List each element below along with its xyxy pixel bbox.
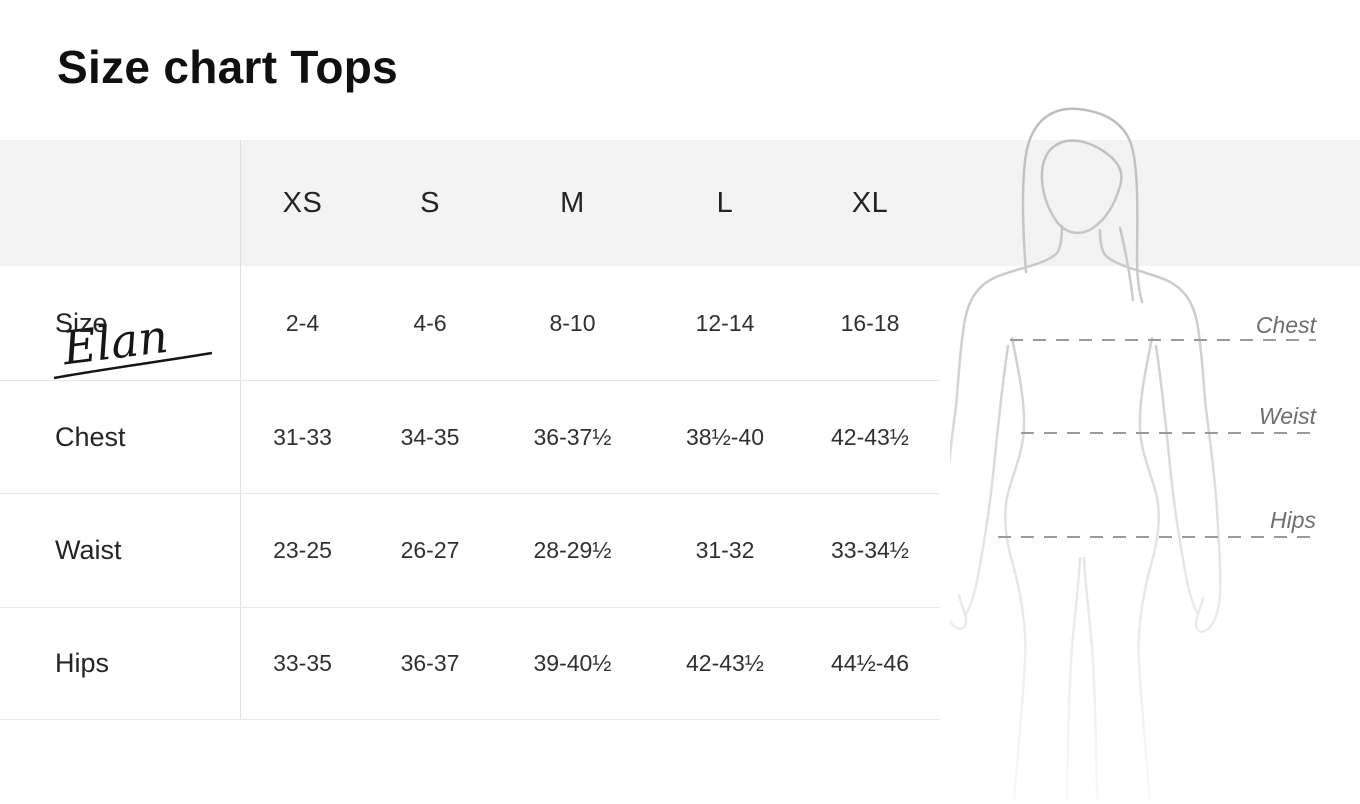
- table-row-waist: Waist 23-25 26-27 28-29½ 31-32 33-34½: [0, 494, 940, 608]
- left-inner-leg: [1065, 556, 1082, 802]
- face-outline: [1040, 139, 1123, 235]
- body-figure-illustration: [950, 107, 1222, 802]
- waist-measure-label: Weist: [1258, 403, 1316, 429]
- size-cell: 16-18: [840, 309, 900, 336]
- size-column-header: S: [420, 186, 440, 219]
- right-inner-leg: [1082, 556, 1099, 802]
- table-row-chest: Chest 31-33 34-35 36-37½ 38½-40 42-43½: [0, 381, 940, 494]
- hips-cell: 36-37: [400, 650, 460, 676]
- row-label: Hips: [55, 648, 110, 678]
- size-cell: 2-4: [285, 309, 320, 336]
- size-cell: 12-14: [695, 309, 755, 336]
- hips-measure-label: Hips: [1269, 507, 1316, 533]
- left-neck-shoulder-arm: [950, 224, 1064, 630]
- row-label: Waist: [55, 535, 122, 565]
- hips-cell: 44½-46: [830, 650, 909, 676]
- waist-measure-line: [1021, 432, 1316, 434]
- chest-measure-label: Chest: [1255, 312, 1316, 338]
- size-column-header: XL: [851, 186, 889, 219]
- table-header-row: Elan XS S M L XL: [0, 140, 940, 380]
- hips-cell: 39-40½: [533, 650, 612, 676]
- left-arm-inner: [964, 344, 1010, 616]
- chest-cell: 38½-40: [685, 423, 764, 450]
- hips-cell: 42-43½: [685, 650, 764, 676]
- waist-cell: 33-34½: [830, 537, 909, 563]
- size-column-header: L: [716, 186, 734, 219]
- size-cell: 4-6: [413, 309, 447, 336]
- waist-cell: 31-32: [695, 537, 755, 563]
- size-column-header: M: [560, 186, 585, 219]
- chest-cell: 36-37½: [533, 423, 612, 450]
- table-row-hips: Hips 33-35 36-37 39-40½ 42-43½ 44½-46: [0, 608, 940, 720]
- brand-logo-text: Elan: [59, 309, 171, 376]
- waist-cell: 23-25: [273, 537, 332, 563]
- chest-cell: 42-43½: [830, 423, 909, 450]
- waist-cell: 28-29½: [533, 537, 612, 563]
- brand-logo-underline: [53, 351, 213, 380]
- header-band: [0, 140, 1360, 266]
- brand-logo: Elan: [48, 302, 218, 395]
- chest-measure-line: [1010, 339, 1316, 341]
- hair-front-right: [1118, 226, 1135, 302]
- chest-cell: 34-35: [400, 423, 460, 450]
- hips-cell: 33-35: [273, 650, 332, 676]
- row-label: Size: [55, 307, 108, 338]
- left-torso-thigh: [1004, 336, 1027, 802]
- right-neck-shoulder-arm: [1098, 228, 1222, 633]
- chest-cell: 31-33: [273, 423, 332, 450]
- hips-measure-line: [998, 536, 1316, 538]
- row-label: Chest: [55, 421, 126, 452]
- hair-outline: [1021, 107, 1144, 304]
- right-torso-thigh: [1137, 336, 1160, 802]
- table-row-size: Size 2-4 4-6 8-10 12-14 16-18: [0, 266, 940, 381]
- size-column-header: XS: [282, 186, 323, 219]
- right-arm-inner: [1154, 344, 1200, 616]
- page-title: Size chart Tops: [57, 41, 399, 93]
- size-cell: 8-10: [549, 309, 596, 336]
- table-column-divider: [240, 140, 241, 720]
- waist-cell: 26-27: [400, 537, 460, 563]
